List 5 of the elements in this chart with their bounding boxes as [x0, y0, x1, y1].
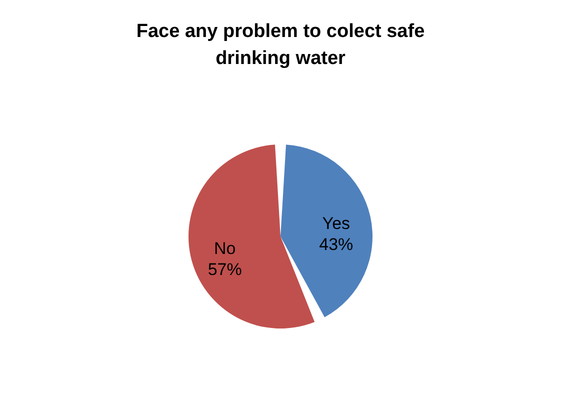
data-label: 57% — [208, 260, 242, 279]
chart-title: Face any problem to colect safe drinking water — [136, 21, 425, 69]
data-label: 43% — [319, 235, 354, 254]
slice-label: Yes — [322, 214, 350, 234]
slice-label: No — [214, 238, 236, 258]
